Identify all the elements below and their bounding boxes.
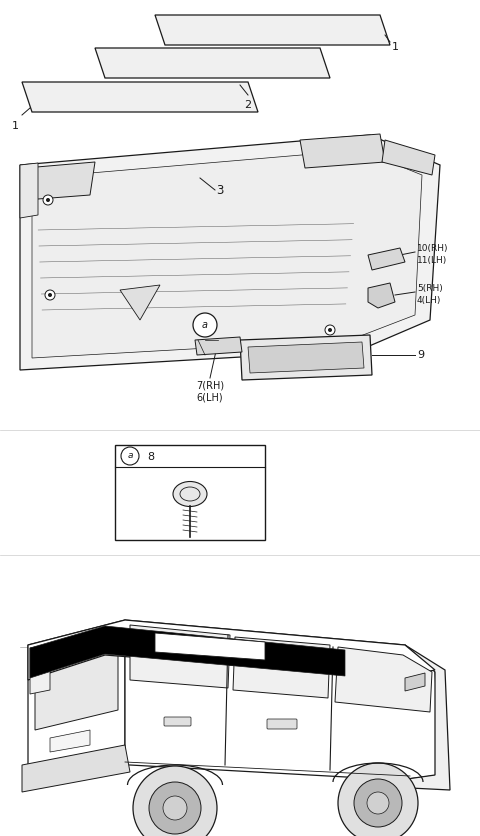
Text: 2: 2 (244, 100, 252, 110)
Text: a: a (127, 451, 133, 461)
Polygon shape (155, 15, 390, 45)
Polygon shape (50, 730, 90, 752)
Circle shape (203, 323, 207, 327)
Circle shape (149, 782, 201, 834)
Polygon shape (22, 745, 130, 792)
Text: 10(RH): 10(RH) (417, 243, 448, 252)
Polygon shape (32, 150, 422, 358)
Polygon shape (20, 163, 38, 218)
Text: 7(RH): 7(RH) (196, 380, 224, 390)
Circle shape (200, 320, 210, 330)
Polygon shape (28, 620, 435, 680)
Polygon shape (368, 283, 395, 308)
Polygon shape (155, 633, 265, 660)
Polygon shape (125, 620, 440, 780)
Polygon shape (240, 335, 372, 380)
Polygon shape (335, 647, 432, 712)
Circle shape (163, 796, 187, 820)
Polygon shape (400, 645, 450, 790)
Text: 1: 1 (12, 121, 19, 131)
Polygon shape (22, 82, 258, 112)
Polygon shape (300, 134, 385, 168)
Text: 8: 8 (147, 452, 154, 462)
Circle shape (193, 313, 217, 337)
Polygon shape (30, 644, 50, 694)
Text: 9: 9 (417, 350, 424, 360)
Polygon shape (248, 342, 364, 373)
Polygon shape (233, 637, 330, 698)
Circle shape (48, 293, 52, 297)
Polygon shape (25, 162, 95, 200)
Polygon shape (382, 140, 435, 175)
Text: 4(LH): 4(LH) (417, 295, 442, 304)
FancyBboxPatch shape (164, 717, 191, 726)
Polygon shape (20, 135, 440, 370)
Text: 3: 3 (216, 183, 223, 196)
Ellipse shape (173, 482, 207, 507)
Polygon shape (120, 285, 160, 320)
Polygon shape (30, 626, 345, 678)
Circle shape (121, 447, 139, 465)
Circle shape (338, 763, 418, 836)
Circle shape (354, 779, 402, 827)
FancyBboxPatch shape (115, 445, 265, 540)
Polygon shape (405, 673, 425, 691)
FancyBboxPatch shape (267, 719, 297, 729)
Text: 5(RH): 5(RH) (417, 283, 443, 293)
Circle shape (325, 325, 335, 335)
Text: a: a (202, 320, 208, 330)
Circle shape (45, 290, 55, 300)
Polygon shape (28, 620, 125, 785)
Polygon shape (35, 625, 118, 730)
Polygon shape (95, 48, 330, 78)
Circle shape (46, 198, 50, 202)
Circle shape (367, 792, 389, 814)
Text: 11(LH): 11(LH) (417, 256, 447, 264)
Polygon shape (368, 248, 405, 270)
Polygon shape (130, 625, 230, 688)
Text: 1: 1 (392, 42, 399, 52)
Circle shape (133, 766, 217, 836)
Polygon shape (195, 337, 242, 355)
Circle shape (43, 195, 53, 205)
Circle shape (328, 328, 332, 332)
Text: 6(LH): 6(LH) (197, 392, 223, 402)
